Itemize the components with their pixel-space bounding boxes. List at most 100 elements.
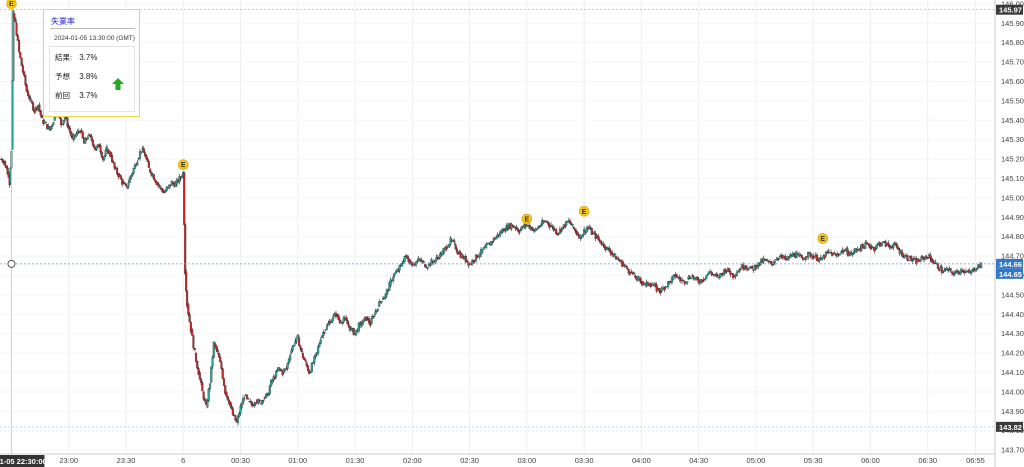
candle	[263, 397, 266, 399]
candle	[201, 382, 204, 392]
candle	[378, 301, 381, 307]
candle	[229, 401, 232, 407]
candle	[136, 161, 139, 166]
candle	[790, 255, 793, 257]
candle	[197, 368, 200, 376]
candle	[276, 370, 279, 372]
candle	[369, 322, 372, 326]
candle	[689, 278, 693, 280]
candle	[819, 257, 822, 259]
candle	[331, 319, 334, 324]
event-marker-icon[interactable]: E	[521, 213, 533, 225]
candle	[413, 264, 416, 266]
candle	[625, 265, 628, 267]
candle	[743, 268, 746, 270]
price-label: 143.82	[999, 423, 1022, 432]
candle	[717, 277, 721, 279]
candle	[140, 151, 143, 153]
candle	[338, 319, 341, 323]
candle	[239, 405, 242, 414]
candle	[705, 275, 708, 279]
candle	[639, 277, 642, 282]
candle	[418, 258, 422, 260]
candle	[160, 188, 163, 190]
candle	[271, 380, 274, 383]
candle	[243, 397, 246, 400]
candle	[495, 236, 498, 240]
candle	[838, 254, 841, 256]
candle	[180, 176, 184, 178]
candle	[144, 152, 147, 157]
candle	[12, 10, 15, 81]
candle	[539, 224, 542, 227]
candle	[430, 259, 433, 266]
candle	[183, 172, 186, 225]
event-marker-icon[interactable]: E	[578, 205, 590, 217]
candle	[588, 226, 591, 230]
candle	[623, 265, 626, 267]
grid	[68, 0, 976, 454]
candle	[929, 254, 932, 259]
candle	[919, 260, 922, 263]
candle	[361, 322, 364, 325]
candle	[127, 182, 130, 187]
candle	[614, 255, 617, 260]
event-marker-letter: E	[525, 217, 530, 224]
event-marker-icon[interactable]: E	[817, 233, 829, 244]
candle	[289, 355, 292, 360]
candle	[211, 357, 214, 367]
event-marker-circle[interactable]	[578, 205, 590, 217]
candle	[691, 275, 694, 277]
candle	[278, 368, 282, 370]
candle	[298, 337, 301, 346]
event-marker-icon[interactable]: E	[177, 159, 189, 171]
candle	[304, 359, 307, 362]
candle	[262, 400, 265, 402]
candle	[273, 376, 276, 379]
event-time: 2024-01-05 13:30:00 (GMT)	[54, 35, 135, 42]
candle	[651, 284, 654, 286]
candle	[295, 336, 298, 342]
candle	[392, 276, 395, 281]
event-marker-circle[interactable]	[817, 233, 829, 244]
candle	[332, 315, 335, 319]
x-axis[interactable]: 23:00 23:30 6 00:30 01:00 01:30 02:00 02:30 03:0…	[59, 456, 985, 465]
candle	[896, 244, 899, 249]
candle	[728, 268, 731, 273]
candle	[682, 279, 685, 281]
candle	[62, 119, 65, 125]
candle	[738, 269, 741, 272]
candle	[434, 259, 437, 263]
price-label: 144.65	[999, 270, 1022, 279]
x-tick-label: 23:00	[59, 456, 78, 465]
event-marker-circle[interactable]	[177, 159, 189, 171]
candle	[563, 224, 567, 228]
event-marker-circle[interactable]	[521, 213, 533, 225]
candle	[123, 182, 126, 185]
candle	[894, 242, 897, 246]
candle	[532, 229, 535, 231]
candle	[809, 254, 812, 257]
candle	[225, 391, 228, 397]
candle	[189, 321, 192, 333]
y-axis[interactable]: 146.00 145.90 145.80 145.70 145.60 145.50 145.…	[996, 0, 1024, 455]
price-label-box	[996, 4, 1023, 15]
candle	[203, 399, 206, 401]
candle	[172, 182, 175, 184]
candle	[310, 363, 313, 373]
previous-label: 前回	[55, 91, 70, 100]
candle	[236, 415, 240, 424]
candle	[337, 314, 340, 320]
candle	[52, 122, 55, 126]
candle	[823, 255, 826, 259]
candle	[354, 333, 357, 336]
candle	[214, 343, 217, 346]
candle	[870, 246, 873, 248]
x-tick-label: 6	[181, 456, 185, 465]
candle	[571, 223, 574, 226]
candle	[426, 267, 429, 269]
candle	[67, 126, 70, 129]
candle	[465, 259, 469, 263]
candle	[500, 232, 503, 234]
